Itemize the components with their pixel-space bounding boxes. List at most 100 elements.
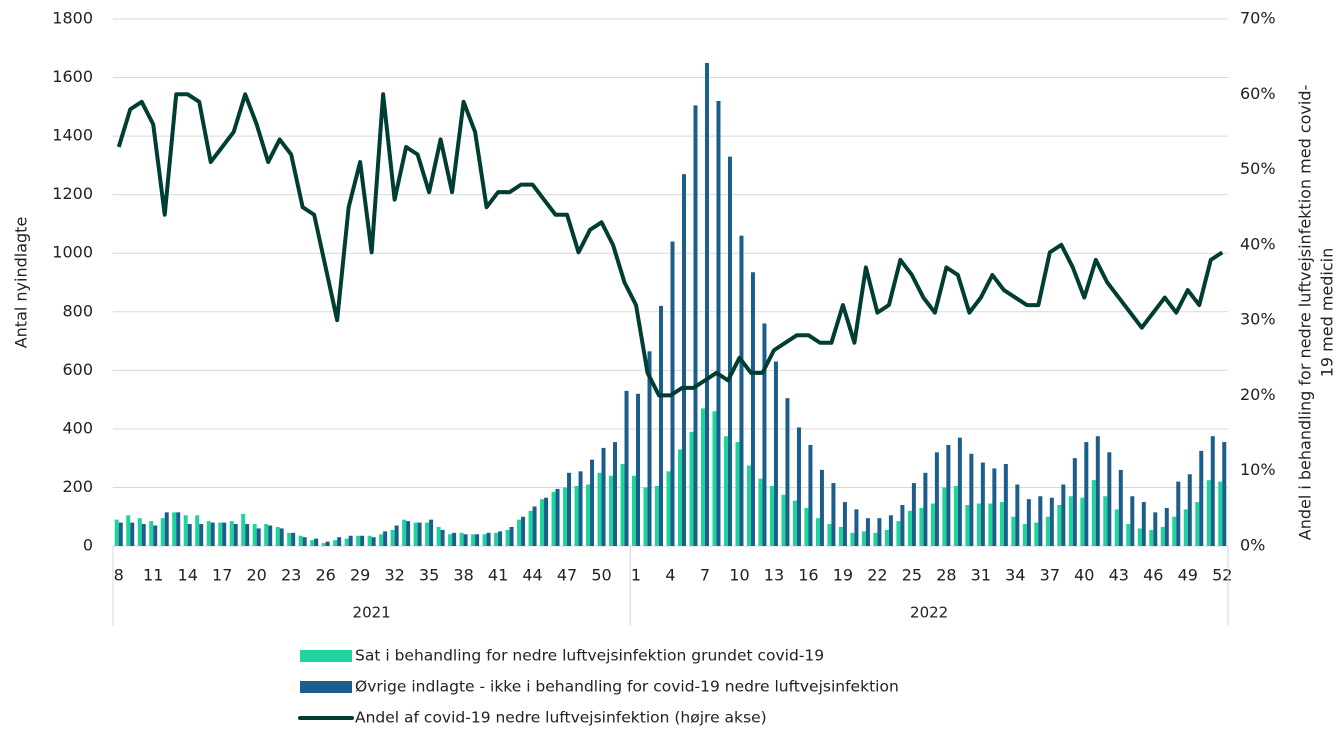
bar [838,526,843,546]
bar [195,515,200,546]
bar [988,503,993,546]
bar [325,541,330,546]
bar [769,485,774,546]
y2-tick-label: 70% [1240,9,1276,28]
bar [655,485,660,546]
y-tick-label: 1000 [52,243,93,262]
x-tick-label: 35 [419,566,439,585]
bar [700,408,705,546]
bar [911,483,916,546]
x-tick-label: 10 [729,566,749,585]
bar [677,449,682,546]
bar [1187,474,1192,546]
bar [1015,484,1020,546]
bar [873,532,878,546]
bar [160,518,165,546]
bar [693,105,698,546]
y2-tick-label: 30% [1240,310,1276,329]
bar [739,235,744,546]
bar [360,535,365,546]
group-label: 2021 [353,604,391,622]
bar [643,487,648,546]
bar [976,503,981,546]
bar [356,535,361,546]
bar [1172,516,1177,546]
bar [597,472,602,546]
bar [540,499,545,546]
bar [448,534,453,546]
line [116,92,1224,398]
bar [563,487,568,546]
bar [1061,484,1066,546]
y2-tick-label: 60% [1240,84,1276,103]
bar [1022,524,1027,546]
bar [252,524,257,546]
bar [1126,524,1131,546]
bar [417,522,422,546]
x-tick-label: 52 [1212,566,1232,585]
bar [735,442,740,546]
bar [980,462,985,546]
bar [348,535,353,546]
bar [344,538,349,546]
bar [459,532,464,546]
bar [953,485,958,546]
bar [176,512,181,546]
bar [647,351,652,546]
x-tick-label: 8 [114,566,124,585]
bar [149,521,154,546]
bar [636,393,641,546]
bar [1183,509,1188,546]
bar [758,478,763,546]
bar [1045,516,1050,546]
bar [659,305,664,546]
bar [302,537,307,546]
bar [865,518,870,546]
bar [1038,496,1043,546]
bar [888,515,893,546]
bar [884,529,889,546]
y-tick-label: 200 [62,477,93,496]
legend-label: Sat i behandling for nedre luftvejsinfek… [355,647,824,665]
x-tick-label: 7 [700,566,710,585]
bar [379,534,384,546]
bar [555,488,560,546]
x-tick-label: 19 [833,566,853,585]
x-tick-label: 46 [1143,566,1163,585]
bar [229,521,234,546]
bar [1003,464,1008,546]
bar [1107,452,1112,546]
y-tick-label: 1200 [52,184,93,203]
bar [126,515,131,546]
bar [773,361,778,546]
bar [1049,497,1054,546]
bar [854,509,859,546]
y-tick-label: 0 [83,536,93,555]
bar [666,471,671,546]
bar [440,529,445,546]
bar [969,453,974,546]
bar [1176,481,1181,546]
bar [1195,502,1200,546]
x-tick-label: 13 [764,566,784,585]
bar [406,521,411,546]
bar [567,472,572,546]
bar [1153,512,1158,546]
bar [609,475,614,546]
bar [298,535,303,546]
bar [475,534,480,546]
y-tick-label: 1400 [52,126,93,145]
bar [1084,442,1089,546]
bar [268,525,273,546]
bar [946,444,951,546]
bar [141,524,146,546]
bar [291,532,296,546]
bar [620,464,625,546]
y2-tick-label: 10% [1240,460,1276,479]
bar [1149,529,1154,546]
bar [1137,528,1142,546]
bar [1141,502,1146,546]
bar [517,519,522,546]
y2-tick-label: 0% [1240,536,1265,555]
y-tick-label: 800 [62,301,93,320]
